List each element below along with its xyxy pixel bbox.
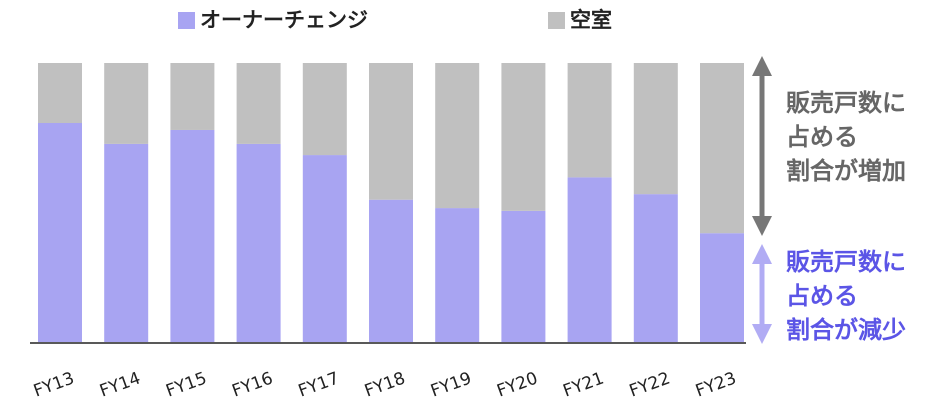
annotation: 販売戸数に [786, 248, 906, 276]
bar-segment [633, 194, 678, 342]
legend-label: オーナーチェンジ [200, 8, 368, 32]
bar-segment [38, 63, 82, 123]
x-tick-label: FY14 [97, 368, 143, 401]
legend-swatch [178, 12, 195, 29]
bar-segment [236, 143, 281, 342]
bar-segment [302, 63, 347, 156]
bar-segment [38, 122, 82, 342]
legend-label: 空室 [570, 8, 612, 32]
x-tick-label: FY16 [230, 368, 276, 401]
x-tick-label: FY17 [296, 368, 342, 401]
bar-segment [170, 129, 215, 342]
bar-segment [700, 63, 744, 234]
annotation: 占める [786, 282, 858, 310]
bar-segment [104, 63, 149, 144]
legend-swatch [548, 12, 565, 29]
bar-segment [567, 63, 612, 178]
bar-segment [501, 210, 546, 342]
bar-segment [435, 208, 480, 342]
x-tick-label: FY15 [163, 368, 209, 401]
bar-segment [302, 155, 347, 342]
annotation: 販売戸数に [786, 89, 906, 117]
annotation: 割合が減少 [786, 316, 906, 344]
x-tick-label: FY22 [627, 368, 673, 401]
bar-segment [501, 63, 546, 211]
bar-segment [170, 63, 215, 130]
x-tick-label: FY21 [561, 368, 607, 401]
x-tick-label: FY18 [362, 368, 408, 401]
x-tick-label: FY23 [693, 368, 739, 401]
x-tick-label: FY19 [428, 368, 474, 401]
x-tick-label: FY13 [31, 368, 77, 401]
bar-segment [567, 177, 612, 342]
bar-segment [633, 63, 678, 195]
bar-segment [236, 63, 281, 144]
bar-segment [369, 199, 413, 342]
bar-segment [104, 143, 149, 342]
bar-segment [369, 63, 413, 200]
annotation: 割合が増加 [786, 157, 906, 185]
bar-segment [700, 233, 744, 342]
bar-segment [435, 63, 480, 209]
annotation: 占める [786, 123, 858, 151]
x-tick-label: FY20 [494, 368, 540, 401]
